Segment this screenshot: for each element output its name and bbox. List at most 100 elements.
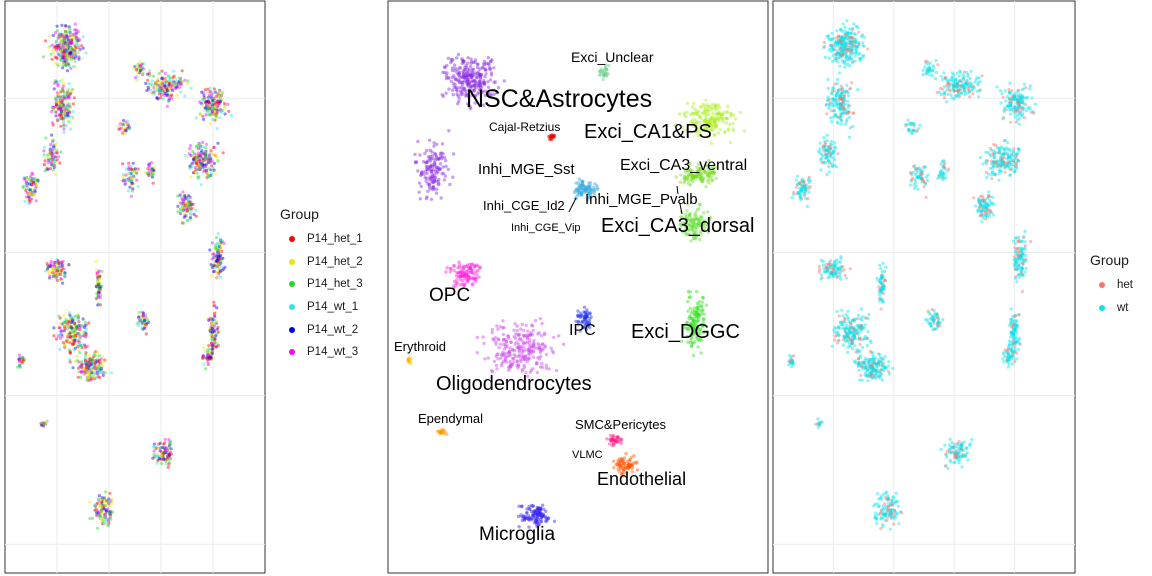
scatter-point xyxy=(209,330,213,334)
scatter-point xyxy=(522,328,526,333)
scatter-point xyxy=(51,156,56,160)
scatter-point xyxy=(207,357,211,361)
scatter-point xyxy=(523,334,527,338)
scatter-point xyxy=(60,267,64,271)
scatter-point xyxy=(174,86,178,90)
scatter-point xyxy=(216,325,220,329)
scatter-point xyxy=(184,208,188,212)
scatter-point xyxy=(55,275,59,279)
scatter-point xyxy=(202,97,206,101)
scatter-point xyxy=(27,199,31,203)
scatter-point xyxy=(206,109,210,113)
scatter-point xyxy=(75,40,79,44)
scatter-point xyxy=(856,88,860,92)
scatter-point xyxy=(951,87,955,92)
scatter-point xyxy=(129,167,133,171)
scatter-point xyxy=(62,54,66,58)
scatter-point xyxy=(62,96,67,100)
scatter-point xyxy=(213,328,217,332)
scatter-point xyxy=(59,33,63,37)
scatter-point xyxy=(1016,88,1021,92)
scatter-point xyxy=(180,80,184,84)
scatter-point xyxy=(211,342,215,346)
scatter-point xyxy=(100,366,104,371)
scatter-point xyxy=(64,332,68,336)
scatter-point xyxy=(50,154,54,158)
scatter-point xyxy=(48,151,52,155)
scatter-point xyxy=(176,204,180,208)
scatter-point xyxy=(132,167,136,172)
scatter-point xyxy=(42,153,46,157)
scatter-point xyxy=(608,433,613,438)
scatter-point xyxy=(211,91,215,95)
scatter-point xyxy=(213,246,217,250)
scatter-point xyxy=(53,260,57,264)
scatter-point xyxy=(188,165,192,169)
scatter-point xyxy=(136,70,140,74)
scatter-point xyxy=(965,84,970,88)
scatter-point xyxy=(69,324,73,328)
scatter-point xyxy=(699,105,703,109)
scatter-point xyxy=(515,359,519,364)
scatter-point xyxy=(63,94,67,99)
scatter-point xyxy=(416,169,420,173)
scatter-point xyxy=(62,35,66,39)
scatter-point xyxy=(158,441,162,445)
scatter-point xyxy=(206,352,210,356)
scatter-point xyxy=(210,93,214,97)
scatter-point xyxy=(614,439,618,443)
scatter-point xyxy=(66,103,70,107)
scatter-point xyxy=(446,75,450,80)
scatter-point xyxy=(69,41,73,45)
scatter-point xyxy=(76,36,80,41)
scatter-point xyxy=(209,316,213,320)
scatter-point xyxy=(216,262,220,266)
scatter-point xyxy=(216,260,220,264)
scatter-point xyxy=(167,74,171,78)
scatter-point xyxy=(498,342,502,346)
scatter-point xyxy=(57,43,61,48)
scatter-point xyxy=(168,77,172,81)
scatter-point xyxy=(30,177,34,181)
scatter-point xyxy=(530,504,535,508)
scatter-point xyxy=(156,89,160,93)
scatter-point xyxy=(47,45,51,49)
scatter-point xyxy=(148,69,152,73)
scatter-point xyxy=(851,111,855,115)
scatter-point xyxy=(731,121,735,126)
scatter-point xyxy=(212,321,217,325)
scatter-point xyxy=(843,102,847,106)
scatter-point xyxy=(59,107,64,111)
scatter-point xyxy=(65,69,69,73)
scatter-point xyxy=(221,256,225,260)
scatter-point xyxy=(24,181,28,185)
scatter-point xyxy=(59,116,63,121)
scatter-point xyxy=(65,39,69,43)
scatter-point xyxy=(971,92,975,96)
scatter-point xyxy=(46,152,50,157)
scatter-point xyxy=(962,70,967,74)
scatter-point xyxy=(845,119,849,124)
scatter-point xyxy=(466,56,470,60)
scatter-point xyxy=(742,129,747,133)
scatter-point xyxy=(218,238,222,242)
scatter-point xyxy=(468,266,473,270)
scatter-point xyxy=(57,104,61,108)
scatter-point xyxy=(155,96,159,100)
scatter-point xyxy=(135,78,139,82)
scatter-point xyxy=(186,155,190,159)
scatter-point xyxy=(221,151,225,155)
scatter-point xyxy=(185,82,189,86)
scatter-point xyxy=(700,110,705,115)
scatter-point xyxy=(94,260,98,264)
scatter-point xyxy=(217,249,222,253)
scatter-point xyxy=(212,261,216,266)
scatter-point xyxy=(150,91,154,95)
scatter-point xyxy=(190,165,194,169)
scatter-point xyxy=(212,328,216,332)
scatter-point xyxy=(704,185,708,189)
scatter-point xyxy=(25,191,29,195)
scatter-point xyxy=(164,79,168,83)
scatter-point xyxy=(211,331,215,335)
scatter-point xyxy=(50,163,54,167)
